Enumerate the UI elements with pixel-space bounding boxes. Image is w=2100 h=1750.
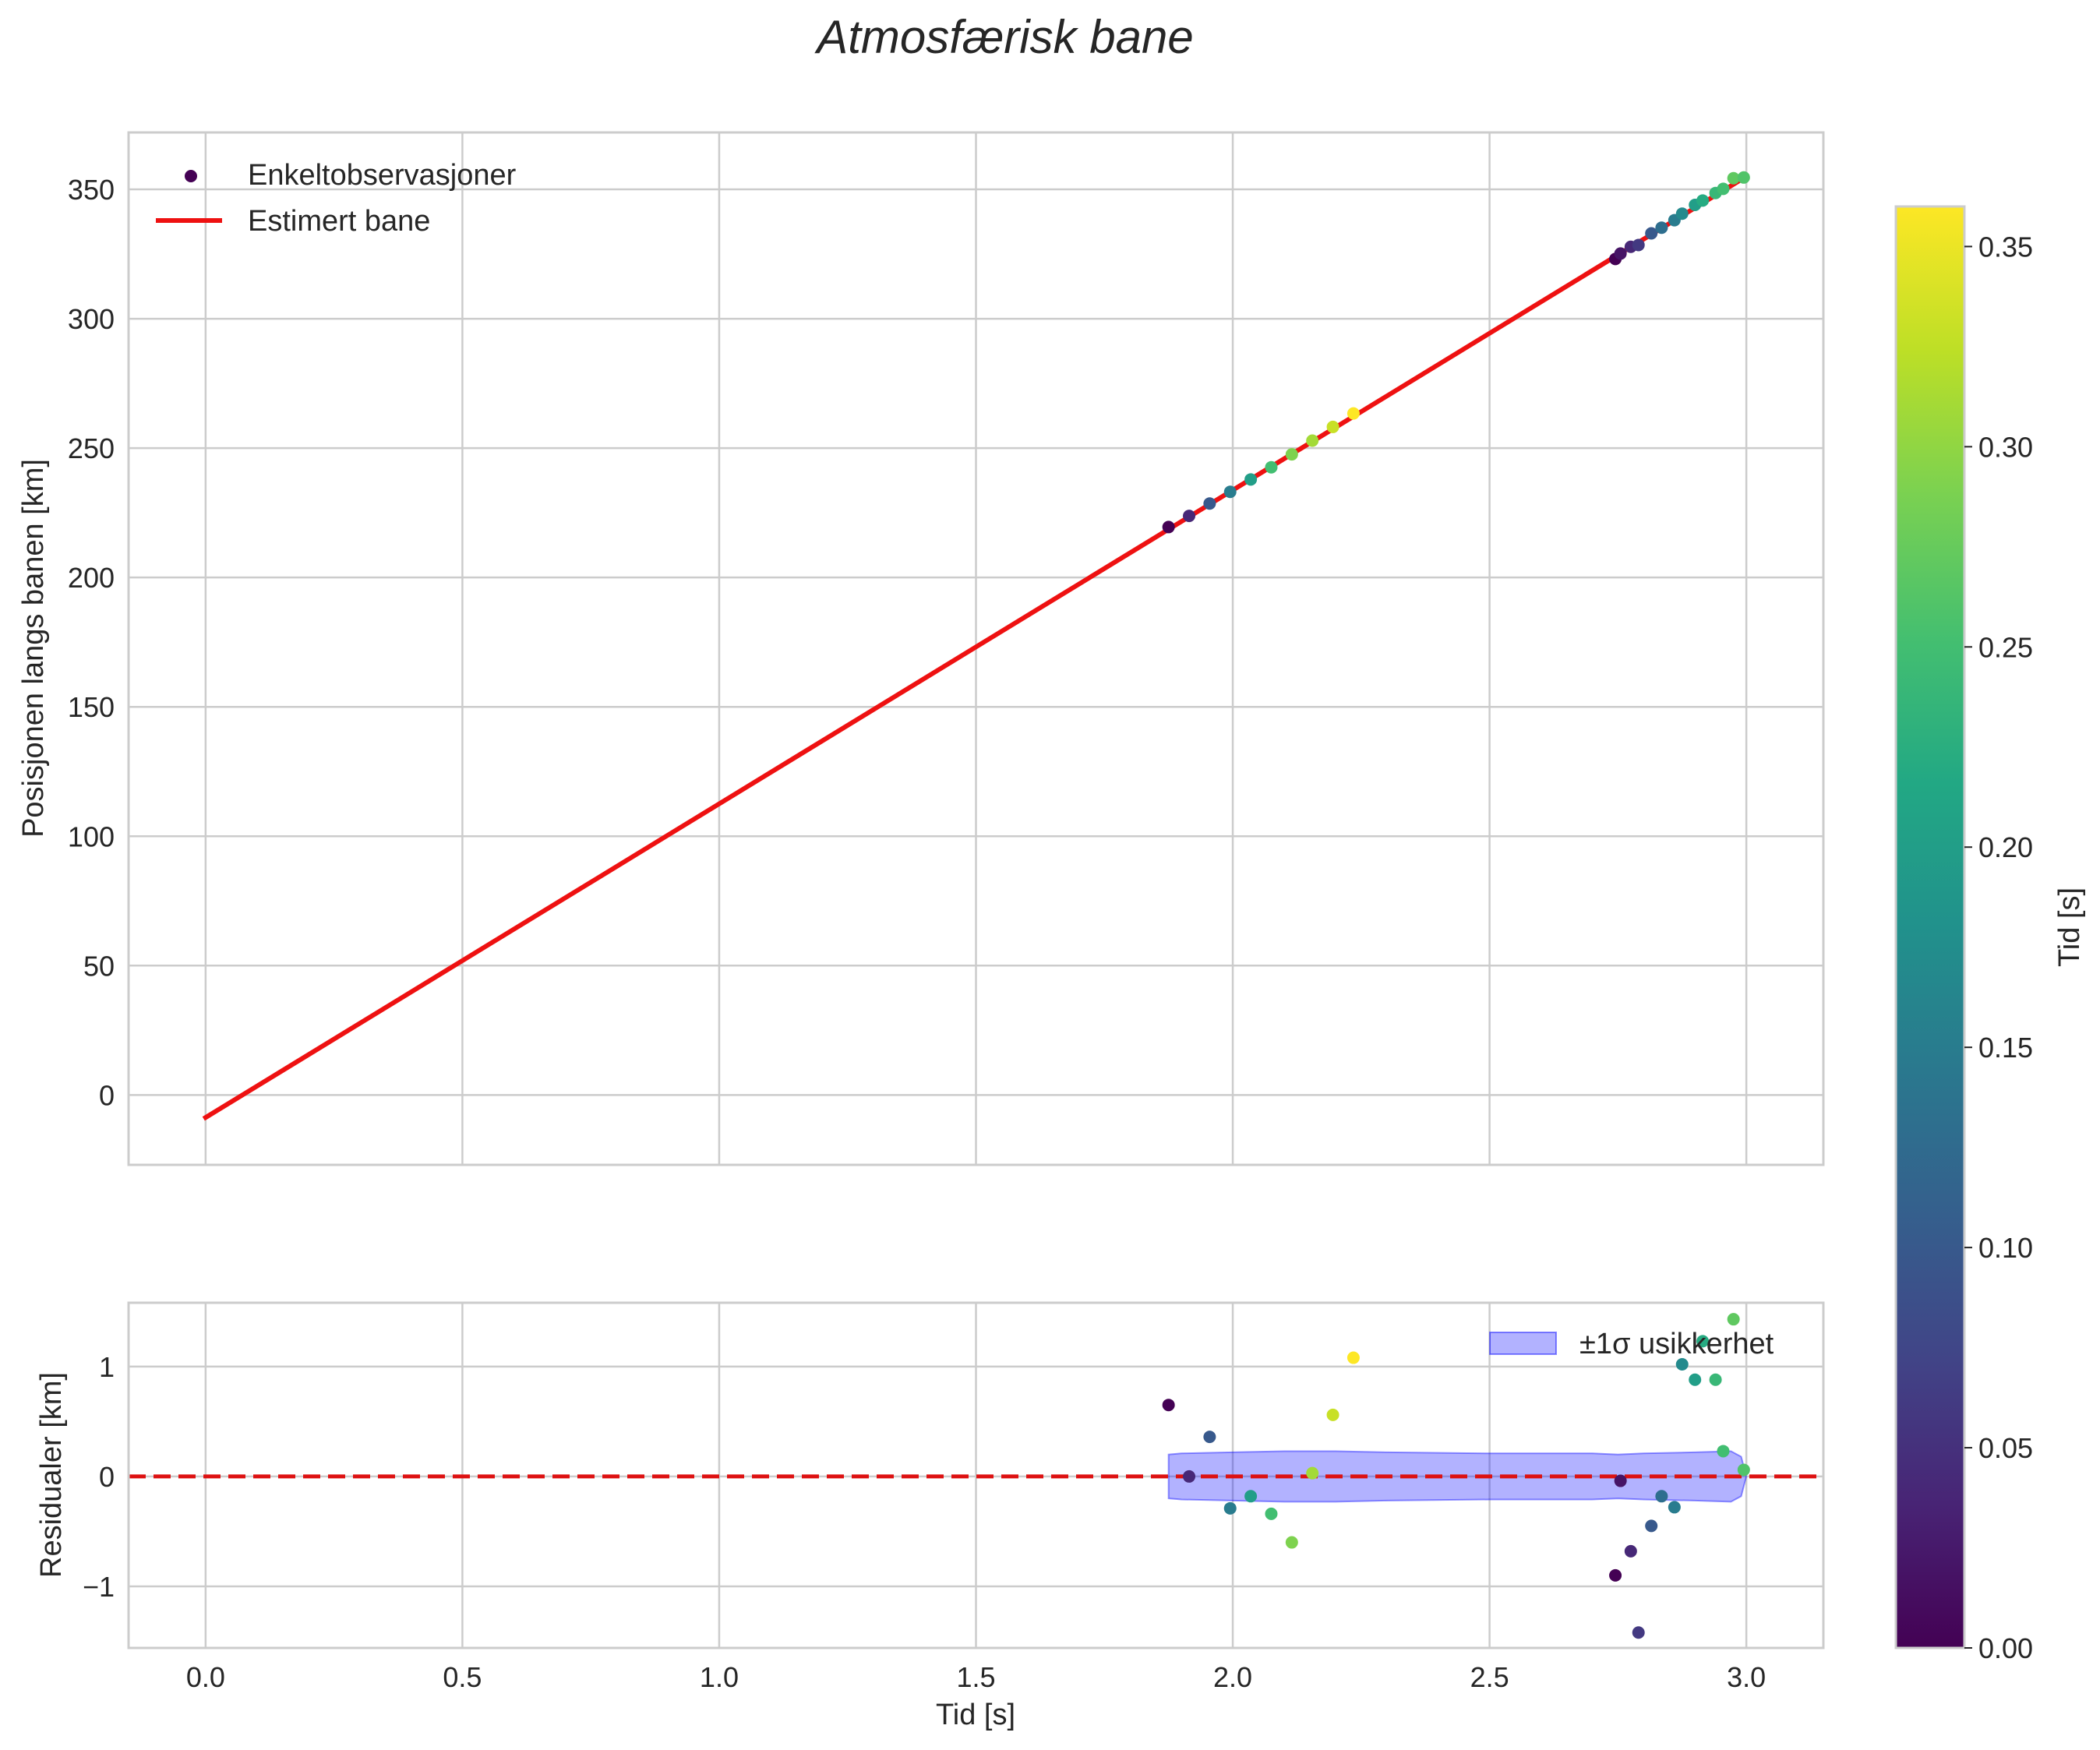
residual-point: [1645, 1519, 1658, 1533]
bottom-axes-frame: [127, 1301, 1825, 1649]
residual-point: [1727, 1313, 1740, 1326]
observation-point: [1223, 485, 1237, 499]
residual-point: [1183, 1470, 1196, 1483]
observation-point: [1655, 221, 1668, 235]
observation-point: [1614, 247, 1627, 260]
colorbar-tick-label: 0.30: [1978, 431, 2033, 463]
observation-point: [1737, 171, 1750, 184]
colorbar-ticks: 0.00 0.05 0.10 0.15 0.20 0.25 0.30 0.35: [1964, 231, 2033, 1664]
residual-point: [1346, 1351, 1360, 1364]
colorbar-tick-label: 0.15: [1978, 1032, 2033, 1064]
top-y-tick-label: 0: [99, 1079, 115, 1111]
residual-point: [1614, 1474, 1627, 1487]
bottom-legend: ±1σ usikkerhet: [1489, 1328, 1774, 1360]
residual-panel: 0.0 0.5 1.0 1.5 2.0 2.5 3.0 1 0 −1 Residualer [km…: [35, 1301, 1825, 1731]
residual-point: [1306, 1466, 1319, 1480]
observation-point: [1346, 407, 1360, 420]
colorbar-tick-label: 0.25: [1978, 631, 2033, 663]
colorbar-tick-label: 0.05: [1978, 1432, 2033, 1464]
residual-point: [1717, 1445, 1730, 1458]
residual-point: [1709, 1373, 1722, 1386]
observation-point: [1675, 207, 1689, 221]
chart-title: Atmosfærisk bane: [814, 11, 1194, 63]
residual-point: [1632, 1626, 1645, 1639]
top-y-tick-label: 350: [68, 174, 115, 206]
top-grid: [129, 132, 1823, 1165]
top-y-tick-label: 100: [68, 820, 115, 852]
top-y-tick-label: 50: [83, 950, 115, 982]
observation-point: [1326, 420, 1339, 433]
top-series: [202, 171, 1750, 1121]
colorbar-gradient: [1894, 205, 1966, 1649]
top-y-axis-label: Posisjonen langs banen [km]: [17, 459, 50, 838]
observation-point: [1632, 238, 1645, 252]
position-panel: 0 50 100 150 200 250 300 350 Posisjonen langs b…: [17, 131, 1825, 1166]
top-y-tick-label: 200: [68, 562, 115, 594]
residual-point: [1223, 1501, 1237, 1515]
residual-point: [1609, 1568, 1622, 1582]
x-tick-label: 1.5: [956, 1661, 995, 1693]
observation-point: [1645, 227, 1658, 240]
colorbar-tick-label: 0.35: [1978, 231, 2033, 263]
x-tick-label: 1.0: [700, 1661, 739, 1693]
observation-point: [1162, 520, 1175, 534]
estimated-trajectory-line: [202, 173, 1750, 1121]
colorbar: 0.00 0.05 0.10 0.15 0.20 0.25 0.30 0.35 Tid [s]: [1894, 205, 2086, 1664]
colorbar-tick-label: 0.10: [1978, 1232, 2033, 1264]
colorbar-tick-label: 0.00: [1978, 1632, 2033, 1664]
observation-point: [1727, 171, 1740, 185]
observation-point: [1285, 448, 1298, 461]
bottom-y-axis-label: Residualer [km]: [35, 1372, 68, 1578]
colorbar-label: Tid [s]: [2053, 887, 2086, 967]
observation-point: [1696, 194, 1710, 207]
residual-point: [1244, 1490, 1258, 1503]
observation-point: [1306, 434, 1319, 447]
legend-marker-uncertainty: [1489, 1332, 1557, 1355]
observation-point: [1183, 510, 1196, 523]
legend-marker-observations: [185, 170, 197, 182]
legend-label-observations: Enkeltobservasjoner: [248, 159, 517, 192]
legend-label-estimated-line: Estimert bane: [248, 205, 430, 238]
top-axes-frame: [127, 131, 1825, 1166]
residual-point: [1285, 1536, 1298, 1549]
observation-point: [1717, 182, 1730, 196]
x-tick-label: 3.0: [1727, 1661, 1766, 1693]
bottom-y-tick-label: −1: [83, 1571, 115, 1603]
x-tick-label: 0.0: [186, 1661, 225, 1693]
bottom-tick-labels: 0.0 0.5 1.0 1.5 2.0 2.5 3.0 1 0 −1: [83, 1351, 1766, 1693]
x-axis-label: Tid [s]: [936, 1699, 1015, 1731]
residual-point: [1624, 1544, 1637, 1558]
observation-point: [1203, 497, 1216, 510]
top-y-tick-label: 300: [68, 303, 115, 335]
residual-point: [1737, 1463, 1750, 1477]
observation-point: [1265, 460, 1278, 474]
residual-point: [1696, 1335, 1710, 1348]
top-y-tick-label: 150: [68, 691, 115, 723]
legend-label-uncertainty: ±1σ usikkerhet: [1579, 1328, 1774, 1360]
x-tick-label: 2.5: [1470, 1661, 1509, 1693]
x-tick-label: 2.0: [1213, 1661, 1252, 1693]
residual-point: [1655, 1490, 1668, 1503]
top-y-tick-label: 250: [68, 432, 115, 464]
residual-point: [1689, 1373, 1702, 1386]
residual-point: [1326, 1408, 1339, 1421]
residual-point: [1203, 1431, 1216, 1444]
bottom-series: [1162, 1313, 1750, 1639]
residual-point: [1162, 1399, 1175, 1412]
top-tick-labels: 0 50 100 150 200 250 300 350: [68, 174, 115, 1111]
bottom-y-tick-label: 0: [99, 1461, 115, 1493]
top-legend: Enkeltobservasjoner Estimert bane: [156, 159, 517, 238]
residual-point: [1675, 1358, 1689, 1371]
bottom-y-tick-label: 1: [99, 1351, 115, 1383]
observation-point: [1244, 473, 1258, 486]
colorbar-tick-label: 0.20: [1978, 831, 2033, 863]
x-tick-label: 0.5: [443, 1661, 482, 1693]
residual-point: [1668, 1501, 1681, 1514]
residual-point: [1265, 1507, 1278, 1520]
